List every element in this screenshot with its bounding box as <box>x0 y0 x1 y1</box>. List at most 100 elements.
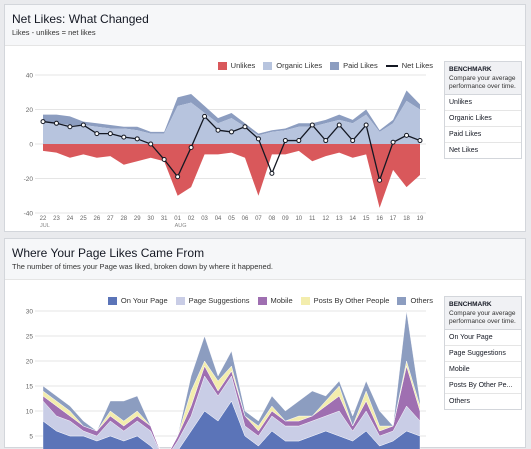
y-tick-label: 10 <box>26 409 34 416</box>
page-likes-header: Where Your Page Likes Came From The numb… <box>5 239 525 280</box>
legend-organic-likes[interactable]: Organic Likes <box>263 61 322 70</box>
benchmark-item-net-likes[interactable]: Net Likes <box>449 147 479 154</box>
net-likes-point <box>134 136 140 142</box>
y-tick-label: 25 <box>26 334 34 341</box>
net-likes-point <box>80 122 86 128</box>
organic-likes-area <box>43 100 420 144</box>
benchmark-item-others[interactable]: Others <box>449 398 471 405</box>
legend-posts-by-other-people[interactable]: Posts By Other People <box>300 296 389 305</box>
benchmark-item-on-your-page[interactable]: On Your Page <box>445 330 521 346</box>
net-likes-point <box>40 119 46 125</box>
mobile-swatch <box>257 296 267 305</box>
y-tick-label: -40 <box>24 211 34 218</box>
posts-by-other-people-swatch <box>300 296 310 305</box>
x-tick-label: 25 <box>80 216 87 222</box>
x-tick-label: 11 <box>309 216 316 222</box>
x-tick-label: 12 <box>322 216 329 222</box>
legend-net-likes[interactable]: Net Likes <box>385 61 433 70</box>
y-tick-label: 30 <box>26 309 34 316</box>
x-tick-label: 10 <box>295 216 302 222</box>
page-suggestions-swatch <box>175 296 185 305</box>
x-tick-label: 13 <box>336 216 343 222</box>
x-tick-label: 16 <box>376 216 383 222</box>
benchmark-item-posts-by-other-people[interactable]: Posts By Other Pe... <box>445 378 521 394</box>
net-likes-panel: Net Likes: What Changed Likes - unlikes … <box>4 4 526 232</box>
page-likes-subtitle: The number of times your Page was liked,… <box>12 262 273 271</box>
net-likes-point <box>336 122 342 128</box>
y-tick-label: 20 <box>26 107 34 114</box>
x-tick-label: 30 <box>147 216 154 222</box>
x-tick-label: 06 <box>242 216 249 222</box>
net-likes-point <box>121 134 127 140</box>
legend-paid-likes-label: Paid Likes <box>343 61 378 70</box>
x-tick-label: 04 <box>215 216 222 222</box>
x-tick-label: 19 <box>417 216 424 222</box>
x-tick-label: 05 <box>228 216 235 222</box>
x-tick-label: 02 <box>188 216 195 222</box>
benchmark-header: BENCHMARK Compare your average performan… <box>445 297 521 330</box>
legend-page-suggestions[interactable]: Page Suggestions <box>175 296 250 305</box>
on-your-page-swatch <box>107 296 117 305</box>
net-likes-point <box>107 131 113 137</box>
benchmark-description: Compare your average performance over ti… <box>449 75 516 90</box>
x-tick-label: 31 <box>161 216 168 222</box>
net-likes-point <box>309 122 315 128</box>
page-likes-title: Where Your Page Likes Came From <box>12 246 205 260</box>
benchmark-item-organic-likes[interactable]: Organic Likes <box>445 111 521 127</box>
legend-page-suggestions-label: Page Suggestions <box>188 296 250 305</box>
x-tick-label: 29 <box>134 216 141 222</box>
others-swatch <box>397 296 407 305</box>
legend-net-likes-label: Net Likes <box>401 61 433 70</box>
net-likes-point <box>377 177 383 183</box>
legend-others[interactable]: Others <box>397 296 433 305</box>
net-likes-point <box>269 170 275 176</box>
x-tick-label: 26 <box>94 216 101 222</box>
x-tick-label: 14 <box>349 216 356 222</box>
net-likes-point <box>202 113 208 119</box>
x-tick-label: 03 <box>201 216 208 222</box>
net-likes-point <box>296 138 302 144</box>
y-tick-label: 0 <box>29 142 33 149</box>
net-likes-point <box>161 157 167 163</box>
net-likes-header: Net Likes: What Changed Likes - unlikes … <box>5 5 525 46</box>
legend-organic-likes-label: Organic Likes <box>276 61 323 70</box>
benchmark-heading: BENCHMARK <box>449 66 492 73</box>
x-tick-label: 08 <box>269 216 276 222</box>
net-likes-point <box>188 144 194 150</box>
net-likes-point <box>229 129 234 135</box>
x-tick-label: 22 <box>40 216 47 222</box>
benchmark-item-mobile[interactable]: Mobile <box>445 362 521 378</box>
legend-on-your-page-label: On Your Page <box>120 296 168 305</box>
benchmark-item-page-suggestions[interactable]: Page Suggestions <box>445 346 521 362</box>
legend-mobile-label: Mobile <box>270 296 293 305</box>
net-likes-point <box>175 174 181 180</box>
benchmark-heading: BENCHMARK <box>449 301 492 308</box>
net-likes-point <box>417 138 423 144</box>
net-likes-point <box>242 124 248 130</box>
net-likes-point <box>350 138 356 144</box>
legend-on-your-page[interactable]: On Your Page <box>107 296 168 305</box>
net-likes-benchmark: BENCHMARK Compare your average performan… <box>444 61 522 159</box>
organic-likes-swatch <box>263 61 273 70</box>
benchmark-item-unlikes[interactable]: Unlikes <box>445 95 521 111</box>
x-tick-label: 09 <box>282 216 289 222</box>
page-likes-benchmark: BENCHMARK Compare your average performan… <box>444 296 522 410</box>
benchmark-item-paid-likes[interactable]: Paid Likes <box>445 127 521 143</box>
x-tick-label: 27 <box>107 216 114 222</box>
y-tick-label: 40 <box>26 73 34 80</box>
on-your-page-area <box>42 400 421 449</box>
month-label: AUG <box>175 223 187 229</box>
x-tick-label: 18 <box>403 216 410 222</box>
legend-unlikes[interactable]: Unlikes <box>217 61 255 70</box>
x-tick-label: 17 <box>390 216 397 222</box>
legend-paid-likes[interactable]: Paid Likes <box>330 61 378 70</box>
paid-likes-area <box>43 90 420 136</box>
net-likes-point <box>390 139 396 145</box>
x-tick-label: 07 <box>255 216 262 222</box>
x-tick-label: 01 <box>174 216 181 222</box>
legend-mobile[interactable]: Mobile <box>257 296 293 305</box>
legend-others-label: Others <box>410 296 433 305</box>
y-tick-label: 5 <box>29 434 33 441</box>
x-tick-label: 23 <box>53 216 60 222</box>
net-likes-chart: 40 20 0 -20 -40 22 23 24 25 26 27 28 29 30 31 01 02 03 04 0… <box>24 73 426 229</box>
